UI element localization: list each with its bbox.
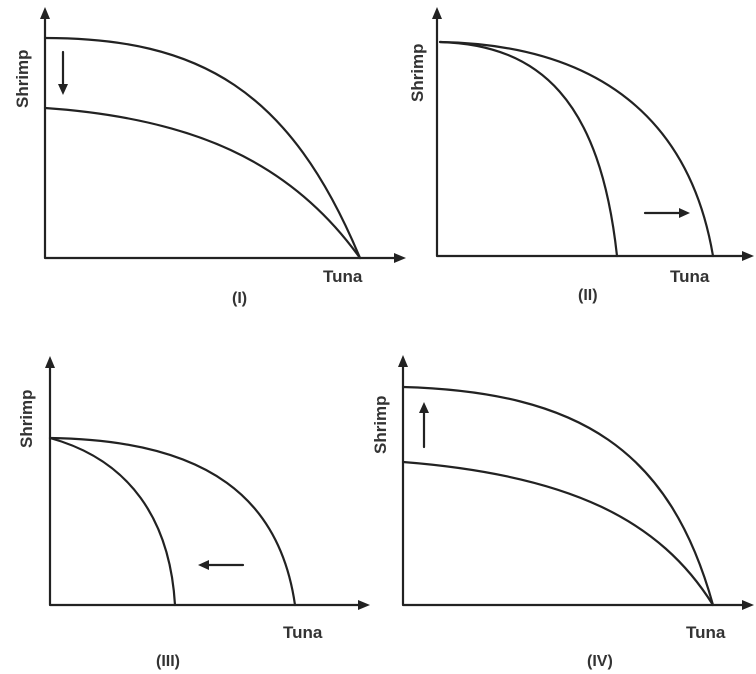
x-axis-arrowhead <box>742 600 754 610</box>
x-axis-label: Tuna <box>670 267 710 286</box>
ppf-curve-initial <box>48 436 297 607</box>
ppf-curve-shifted <box>43 106 362 260</box>
y-axis-label: Shrimp <box>13 49 32 108</box>
y-axis-label: Shrimp <box>371 395 390 454</box>
x-axis-arrowhead <box>394 253 406 263</box>
x-axis-arrowhead <box>742 251 754 261</box>
panel-iv: Shrimp Tuna (IV) <box>371 355 754 670</box>
panel-caption: (III) <box>156 653 180 670</box>
y-axis-arrowhead <box>45 356 55 368</box>
y-axis <box>435 15 746 258</box>
y-axis-label: Shrimp <box>408 43 427 102</box>
panel-caption: (I) <box>232 290 247 307</box>
y-axis-arrowhead <box>40 7 50 19</box>
ppf-curve-shifted <box>438 40 715 258</box>
x-axis-label: Tuna <box>686 623 726 642</box>
panel-ii: Shrimp Tuna (II) <box>408 7 754 304</box>
ppf-curve-initial <box>43 36 362 260</box>
ppf-curve-initial <box>401 460 715 607</box>
arrow-left-icon <box>198 560 245 570</box>
panel-iii: Shrimp Tuna (III) <box>17 356 370 670</box>
y-axis-label: Shrimp <box>17 389 36 448</box>
panel-caption: (IV) <box>587 653 613 670</box>
panel-i: Shrimp Tuna (I) <box>13 7 406 307</box>
arrow-right-icon <box>643 208 690 218</box>
y-axis-arrowhead <box>432 7 442 19</box>
ppf-curve-shifted <box>401 385 715 607</box>
y-axis <box>48 364 362 607</box>
y-axis-arrowhead <box>398 355 408 367</box>
panel-caption: (II) <box>578 287 598 304</box>
x-axis-label: Tuna <box>283 623 323 642</box>
ppf-curve-initial <box>438 40 619 258</box>
arrow-up-icon <box>419 402 429 449</box>
y-axis <box>401 363 746 607</box>
y-axis <box>43 15 398 260</box>
x-axis-label: Tuna <box>323 267 363 286</box>
arrow-down-icon <box>58 50 68 95</box>
ppf-curve-shifted <box>48 436 177 607</box>
x-axis-arrowhead <box>358 600 370 610</box>
